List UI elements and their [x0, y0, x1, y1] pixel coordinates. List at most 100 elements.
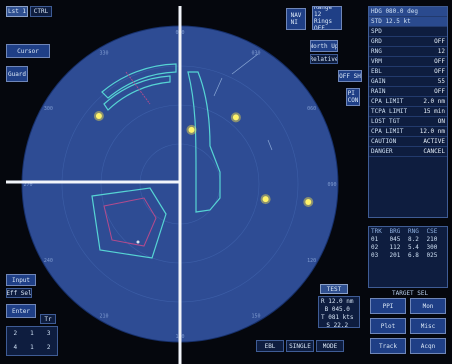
- heading-readout: HDG 080.0 deg: [369, 7, 447, 17]
- grid-cell: 4: [13, 344, 18, 351]
- status-key: LOST TGT: [371, 118, 400, 125]
- status-key: EBL: [371, 68, 382, 75]
- bearing-label: 300: [44, 106, 53, 112]
- status-value: CANCEL: [423, 148, 445, 155]
- status-row: EBL OFF: [369, 67, 447, 77]
- nav-ni-tile[interactable]: NAV NI: [286, 8, 306, 30]
- contact-east[interactable]: [260, 194, 271, 205]
- status-value: ACTIVE: [423, 138, 445, 145]
- mode-status[interactable]: MODE: [316, 340, 344, 352]
- status-key: GAIN: [371, 78, 386, 85]
- single-status[interactable]: SINGLE: [286, 340, 314, 352]
- bearing-label: 270: [23, 182, 32, 188]
- sector-zone-outer: [91, 187, 167, 259]
- track-cell[interactable]: 8.2: [408, 236, 419, 243]
- contact-ne[interactable]: [230, 112, 241, 123]
- grid-cell: 2: [13, 330, 18, 337]
- left-value-grid: 2 1 3 4 1 2: [6, 326, 58, 356]
- status-row: RAIN OFF: [369, 87, 447, 97]
- tr-button[interactable]: Tr: [40, 314, 56, 324]
- test-button[interactable]: TEST: [320, 284, 348, 294]
- status-value: 12.0 nm: [419, 128, 445, 135]
- eff-sel-button[interactable]: Eff Sel: [6, 288, 32, 298]
- pi-con-tile[interactable]: PI CON: [346, 88, 360, 106]
- relative-tile[interactable]: Relative: [310, 54, 338, 64]
- sector-zone-inner: [103, 197, 157, 247]
- track-cell[interactable]: 300: [426, 244, 438, 251]
- status-key: TCPA LIMIT: [371, 108, 408, 115]
- input-button[interactable]: Input: [6, 274, 36, 286]
- status-key: VRM: [371, 58, 382, 65]
- status-value: 55: [437, 78, 445, 85]
- status-row: GAIN 55: [369, 77, 447, 87]
- north-up-tile[interactable]: North Up: [310, 40, 338, 52]
- track-cell[interactable]: 045: [389, 236, 401, 243]
- guard-zone-outer: [101, 63, 177, 99]
- vector-line: [125, 71, 151, 105]
- target-sel-label: TARGET SEL: [392, 290, 429, 297]
- speed-readout: STD 12.5 kt: [369, 17, 447, 27]
- mode-button-mon[interactable]: Mon: [410, 298, 446, 314]
- contact-vector: [231, 53, 259, 75]
- mode-button-acqn[interactable]: Acqn: [410, 338, 446, 354]
- status-row: LOST TGT ON: [369, 117, 447, 127]
- track-cell[interactable]: 03: [371, 252, 379, 259]
- grid-cell: 1: [30, 344, 34, 351]
- status-key: RNG: [371, 48, 382, 55]
- bearing-label: 030: [251, 50, 260, 56]
- own-ship-marker: [136, 240, 140, 244]
- contact-vector: [267, 139, 273, 151]
- track-cell[interactable]: 01: [371, 236, 379, 243]
- track-cell[interactable]: 201: [389, 252, 401, 259]
- status-row: CPA LIMIT 2.0 nm: [369, 97, 447, 107]
- mode-button-misc[interactable]: Misc: [410, 318, 446, 334]
- off-sh-tile[interactable]: OFF SH: [338, 70, 362, 82]
- grid-cell: 2: [46, 344, 51, 351]
- bearing-label: 150: [251, 314, 260, 320]
- status-value: ON: [437, 118, 445, 125]
- track-cell[interactable]: 025: [426, 252, 438, 259]
- track-cell[interactable]: 5.4: [408, 244, 419, 251]
- track-cell[interactable]: 210: [426, 236, 438, 243]
- status-value: 12: [437, 48, 445, 55]
- mode-button-ppi[interactable]: PPI: [370, 298, 406, 314]
- status-value: 2.0 nm: [423, 98, 445, 105]
- cursor-button[interactable]: Cursor: [6, 44, 50, 58]
- status-row: TCPA LIMIT 15 min: [369, 107, 447, 117]
- contact-center[interactable]: [186, 124, 197, 135]
- status-row: GRD OFF: [369, 37, 447, 47]
- tab-ctrl[interactable]: CTRL: [30, 6, 52, 17]
- status-key: GRD: [371, 38, 382, 45]
- ebl-status[interactable]: EBL: [256, 340, 284, 352]
- status-row: VRM OFF: [369, 57, 447, 67]
- contact-vector: [213, 77, 223, 97]
- range-rings-tile[interactable]: Range 12 Rings OFF: [312, 6, 342, 30]
- bearing-label: 060: [307, 106, 316, 112]
- track-cell[interactable]: 112: [389, 244, 401, 251]
- mode-button-plot[interactable]: Plot: [370, 318, 406, 334]
- enter-button[interactable]: Enter: [6, 304, 36, 318]
- bearing-label: 240: [44, 258, 53, 264]
- track-cell[interactable]: 6.8: [408, 252, 419, 259]
- track-cell[interactable]: 02: [371, 244, 379, 251]
- mode-button-track[interactable]: Track: [370, 338, 406, 354]
- status-value: 15 min: [423, 108, 445, 115]
- bearing-label: 330: [99, 50, 108, 56]
- tab-list-1[interactable]: Lst 1: [6, 6, 28, 17]
- status-key: DANGER: [371, 148, 393, 155]
- track-table-panel: TRK BRG RNG CSE 01 045 8.2 210 02 112 5.4 300 03 201 6…: [368, 226, 448, 288]
- cursor-readout-panel: R 12.0 nm B 045.0 T 081 kts S 22.2: [318, 296, 360, 329]
- status-row: CAUTION ACTIVE: [369, 137, 447, 147]
- status-key: CPA LIMIT: [371, 128, 404, 135]
- status-key: RAIN: [371, 88, 386, 95]
- guard-button[interactable]: Guard: [6, 66, 28, 82]
- contact-far-east[interactable]: [303, 197, 314, 207]
- status-row: CPA LIMIT 12.0 nm: [369, 127, 447, 137]
- status-value: OFF: [434, 38, 445, 45]
- cursor-readout: R 12.0 nm B 045.0 T 081 kts S 22.2: [321, 298, 354, 329]
- bearing-label: 210: [99, 314, 108, 320]
- status-value: OFF: [434, 58, 445, 65]
- contact-nw[interactable]: [93, 111, 104, 121]
